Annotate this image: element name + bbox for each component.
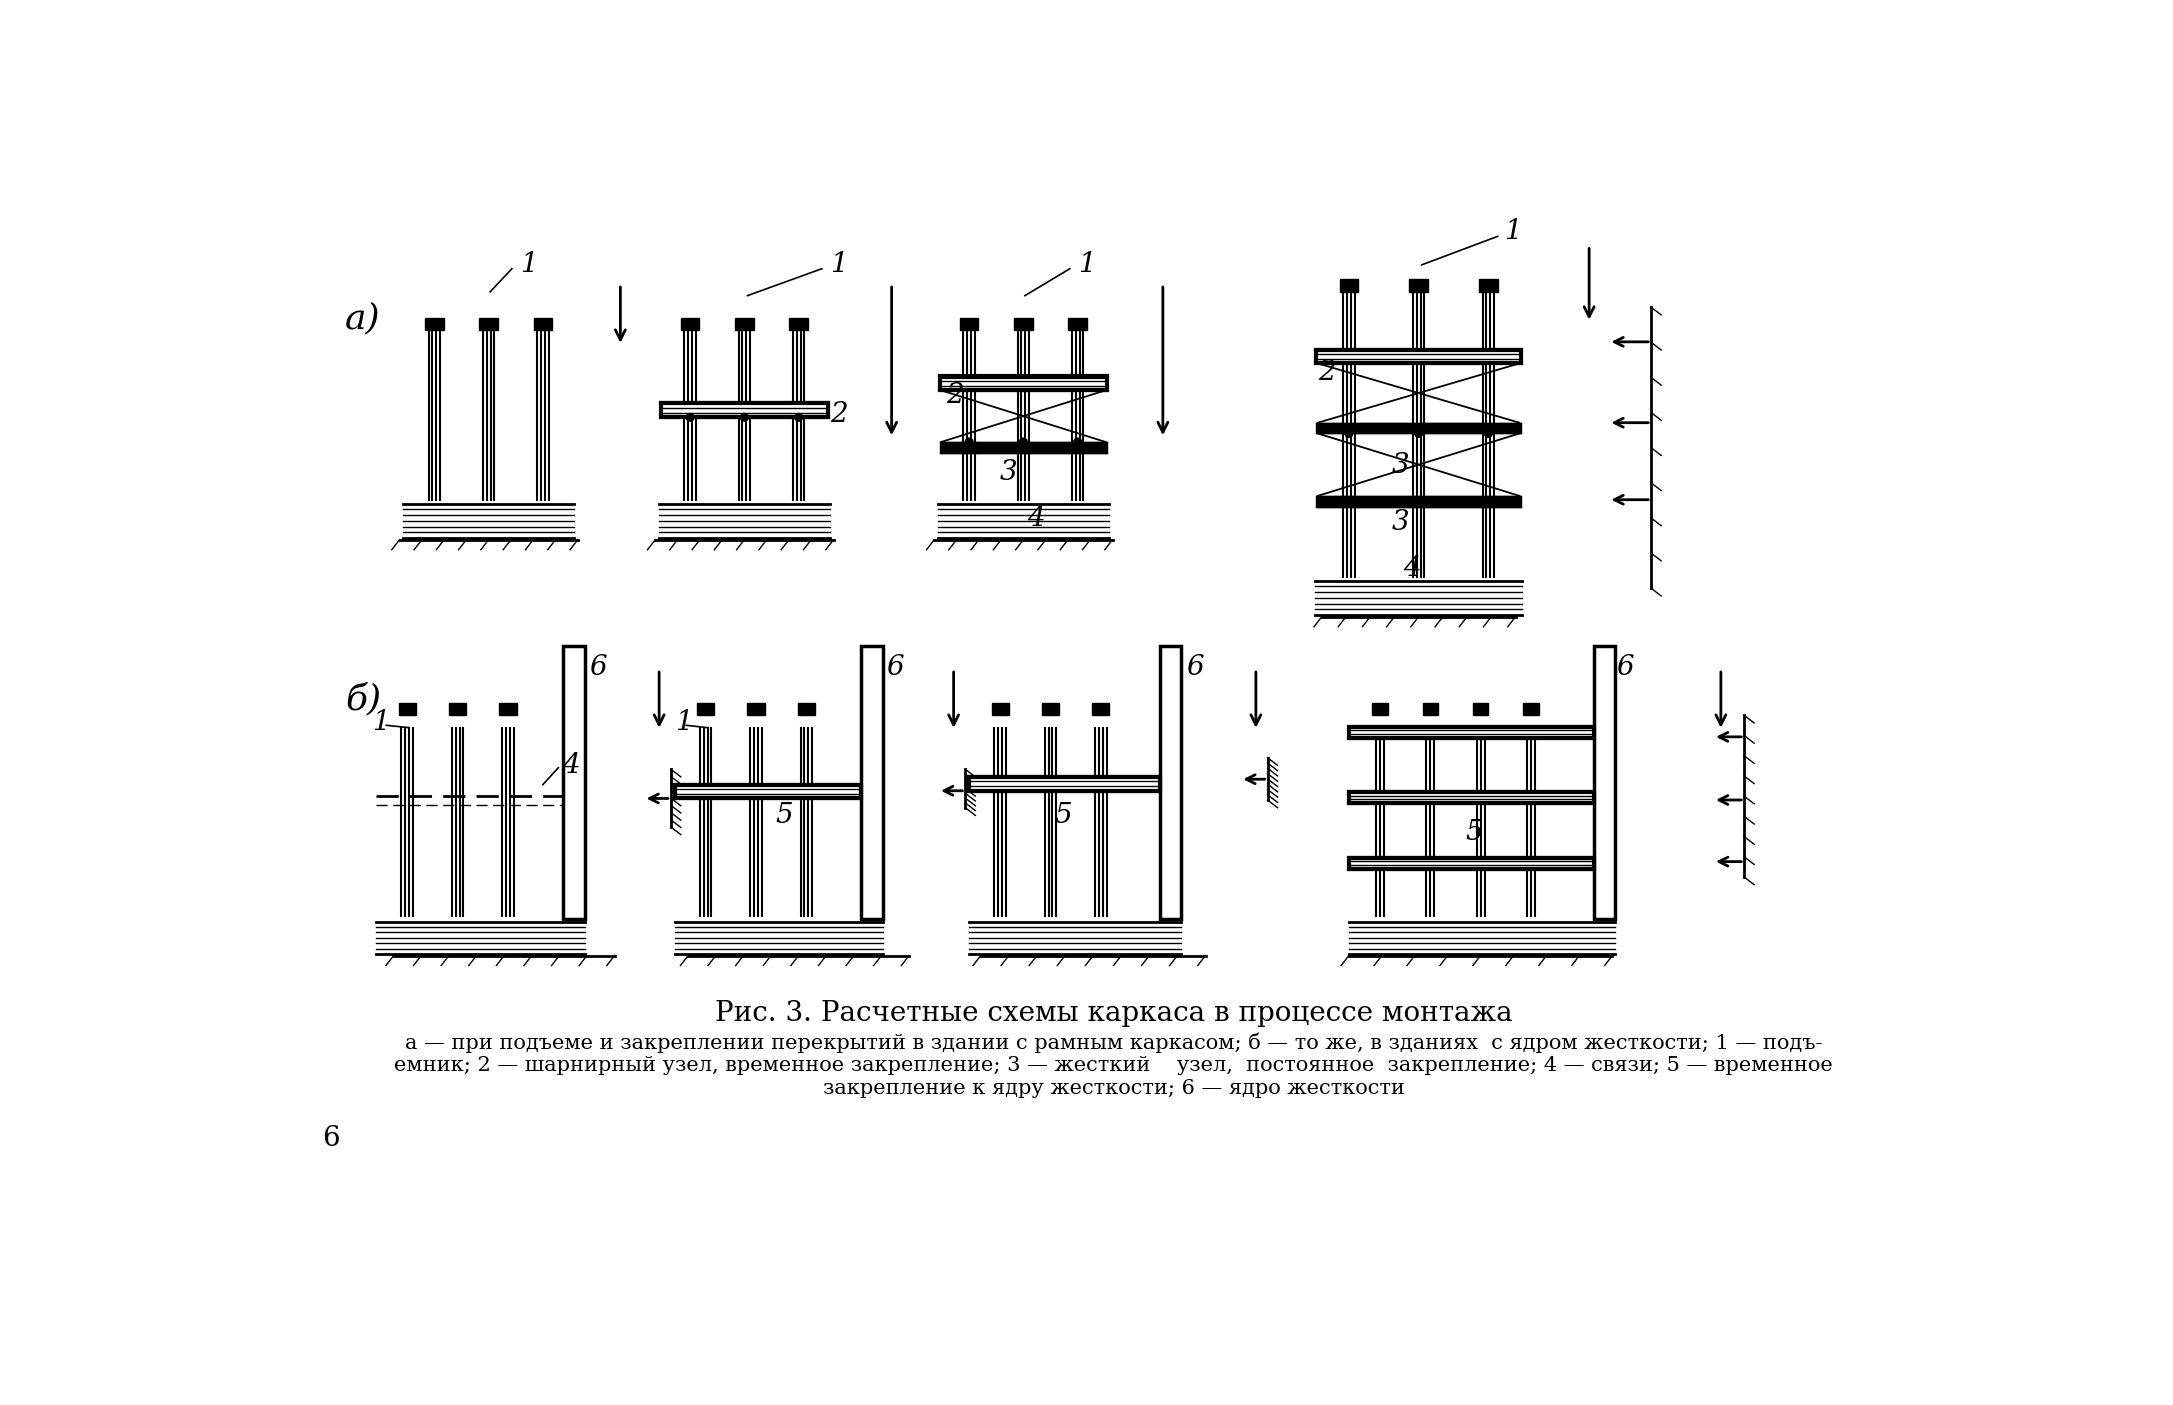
Bar xyxy=(991,702,1008,715)
Bar xyxy=(939,443,1106,452)
Bar xyxy=(1480,280,1497,292)
Text: 1: 1 xyxy=(1078,251,1095,278)
Circle shape xyxy=(795,413,802,422)
Text: а — при подъеме и закреплении перекрытий в здании с рамным каркасом; б — то же, : а — при подъеме и закреплении перекрытий… xyxy=(404,1033,1823,1052)
Bar xyxy=(674,784,861,798)
Bar xyxy=(398,702,415,715)
Bar xyxy=(1317,350,1521,364)
Bar xyxy=(1349,726,1593,738)
Text: 1: 1 xyxy=(830,251,847,278)
Bar xyxy=(1371,702,1389,715)
Circle shape xyxy=(741,413,748,422)
Text: 2: 2 xyxy=(1317,360,1336,386)
Bar xyxy=(748,702,765,715)
Bar xyxy=(1349,792,1593,804)
Bar xyxy=(969,777,1160,791)
Circle shape xyxy=(1415,430,1423,437)
Text: а): а) xyxy=(346,302,380,336)
Bar xyxy=(1015,318,1032,330)
Circle shape xyxy=(1073,438,1082,445)
Bar xyxy=(480,318,498,330)
Text: 1: 1 xyxy=(519,251,537,278)
Bar xyxy=(960,318,978,330)
Circle shape xyxy=(965,438,974,445)
Bar xyxy=(1349,857,1593,868)
Text: 3: 3 xyxy=(1391,451,1408,479)
Bar xyxy=(1349,726,1593,738)
Text: 5: 5 xyxy=(1465,819,1482,846)
Bar xyxy=(1349,857,1593,868)
Bar xyxy=(1423,702,1439,715)
Bar xyxy=(1317,496,1521,507)
Text: 3: 3 xyxy=(1000,459,1017,486)
Text: 6: 6 xyxy=(1617,655,1634,681)
Text: 2: 2 xyxy=(830,402,847,429)
Bar xyxy=(426,318,443,330)
Bar xyxy=(661,403,828,417)
Bar xyxy=(789,318,808,330)
Bar xyxy=(1160,646,1182,919)
Bar xyxy=(1093,702,1110,715)
Bar xyxy=(1069,318,1086,330)
Text: 5: 5 xyxy=(776,802,793,829)
Text: 6: 6 xyxy=(887,655,904,681)
Text: 6: 6 xyxy=(589,655,606,681)
Bar xyxy=(563,646,585,919)
Text: 6: 6 xyxy=(322,1125,339,1152)
Circle shape xyxy=(687,413,693,422)
Bar xyxy=(969,777,1160,791)
Circle shape xyxy=(1484,430,1493,437)
Text: закрепление к ядру жесткости; 6 — ядро жесткости: закрепление к ядру жесткости; 6 — ядро ж… xyxy=(824,1079,1404,1097)
Bar xyxy=(450,702,467,715)
Bar xyxy=(939,377,1106,391)
Bar xyxy=(1523,702,1538,715)
Text: б): б) xyxy=(346,683,382,717)
Text: 4: 4 xyxy=(1404,555,1421,583)
Text: емник; 2 — шарнирный узел, временное закрепление; 3 — жесткий    узел,  постоянн: емник; 2 — шарнирный узел, временное зак… xyxy=(393,1055,1834,1075)
Text: 1: 1 xyxy=(674,710,693,736)
Bar xyxy=(939,377,1106,391)
Bar xyxy=(698,702,715,715)
Text: 5: 5 xyxy=(1054,802,1071,829)
Bar xyxy=(680,318,700,330)
Bar xyxy=(1339,280,1358,292)
Text: 4: 4 xyxy=(563,752,580,778)
Bar xyxy=(1043,702,1058,715)
Circle shape xyxy=(1345,430,1354,437)
Bar xyxy=(500,702,517,715)
Text: 3: 3 xyxy=(1391,509,1408,537)
Bar xyxy=(1473,702,1489,715)
Bar xyxy=(535,318,552,330)
Bar xyxy=(734,318,754,330)
Bar xyxy=(861,646,882,919)
Text: 1: 1 xyxy=(1504,218,1521,246)
Bar xyxy=(1410,280,1428,292)
Bar xyxy=(797,702,815,715)
Text: Рис. 3. Расчетные схемы каркаса в процессе монтажа: Рис. 3. Расчетные схемы каркаса в процес… xyxy=(715,1000,1512,1027)
Text: 1: 1 xyxy=(372,710,389,736)
Text: 2: 2 xyxy=(945,382,963,409)
Text: 4: 4 xyxy=(1028,506,1045,532)
Bar xyxy=(1593,646,1615,919)
Bar xyxy=(661,403,828,417)
Bar xyxy=(1317,423,1521,434)
Text: 6: 6 xyxy=(1186,655,1204,681)
Bar xyxy=(674,784,861,798)
Circle shape xyxy=(1019,438,1028,445)
Bar xyxy=(1317,350,1521,364)
Bar xyxy=(1349,792,1593,804)
